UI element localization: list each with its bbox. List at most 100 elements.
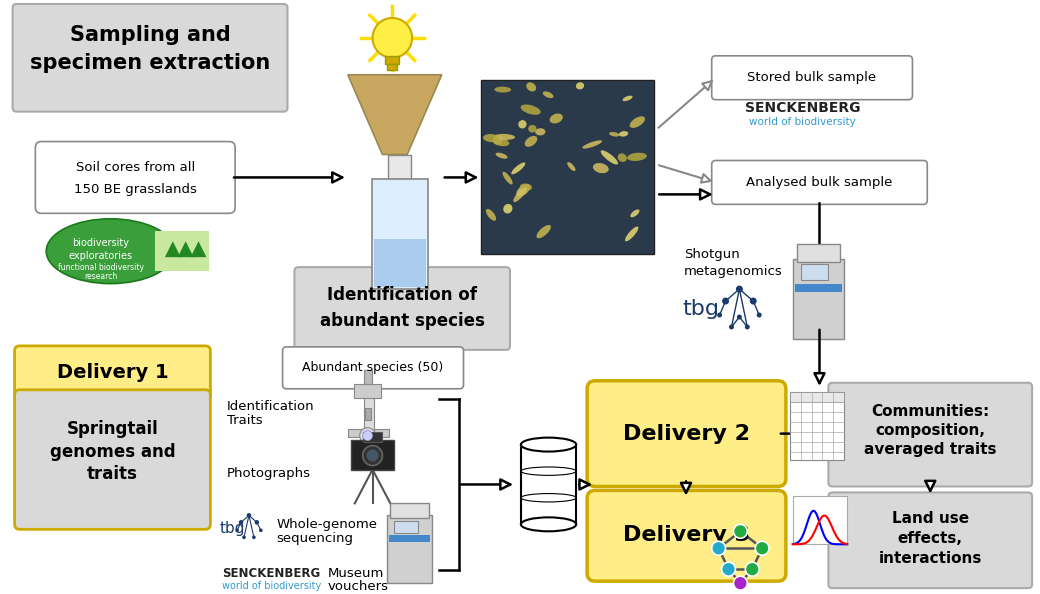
Bar (155, 231, 209, 271)
Text: traits: traits (87, 466, 138, 484)
Ellipse shape (629, 116, 645, 128)
Circle shape (363, 446, 383, 466)
Circle shape (729, 324, 734, 330)
Bar (390, 503, 428, 519)
Bar (789, 392, 844, 402)
Ellipse shape (528, 125, 537, 132)
Text: world of biodiversity: world of biodiversity (749, 116, 856, 127)
FancyBboxPatch shape (711, 160, 928, 204)
Ellipse shape (582, 140, 602, 148)
Ellipse shape (503, 204, 513, 213)
Text: functional biodiversity: functional biodiversity (57, 263, 144, 271)
Ellipse shape (576, 82, 584, 90)
Ellipse shape (567, 162, 575, 171)
Ellipse shape (518, 120, 526, 128)
Bar (373, 239, 426, 287)
Text: metagenomics: metagenomics (684, 265, 783, 277)
Circle shape (360, 428, 375, 444)
Ellipse shape (630, 210, 640, 217)
Text: biodiversity: biodiversity (72, 238, 129, 248)
Text: Delivery 3: Delivery 3 (623, 525, 750, 545)
Text: Springtail: Springtail (67, 419, 158, 438)
Bar (388, 154, 411, 179)
Ellipse shape (537, 225, 551, 238)
Bar (482, 80, 654, 254)
Ellipse shape (601, 150, 618, 165)
Circle shape (242, 535, 245, 539)
Text: interactions: interactions (879, 551, 982, 565)
Text: Museum: Museum (328, 567, 385, 580)
Ellipse shape (492, 138, 510, 146)
Circle shape (722, 298, 729, 305)
Circle shape (746, 562, 759, 576)
Text: 150 BE grasslands: 150 BE grasslands (74, 183, 197, 196)
Bar (795, 284, 842, 292)
Text: Photographs: Photographs (227, 467, 311, 480)
Ellipse shape (543, 91, 553, 98)
Circle shape (711, 541, 726, 555)
Circle shape (737, 314, 742, 320)
Ellipse shape (526, 83, 537, 91)
Text: composition,: composition, (876, 423, 985, 438)
Circle shape (722, 562, 735, 576)
Circle shape (757, 312, 761, 317)
FancyBboxPatch shape (829, 383, 1032, 486)
Text: vouchers: vouchers (328, 580, 389, 593)
Text: genomes and: genomes and (50, 443, 176, 460)
FancyBboxPatch shape (15, 390, 210, 529)
Text: sequencing: sequencing (277, 532, 354, 545)
Ellipse shape (514, 187, 526, 202)
Ellipse shape (521, 105, 541, 115)
Bar (521, 444, 576, 525)
Bar (386, 56, 399, 64)
Bar (364, 394, 373, 432)
Circle shape (750, 298, 757, 305)
Ellipse shape (525, 136, 538, 147)
Ellipse shape (496, 153, 508, 159)
Text: Whole-genome: Whole-genome (277, 518, 378, 531)
Polygon shape (178, 241, 193, 257)
Polygon shape (347, 75, 442, 154)
Circle shape (733, 525, 748, 538)
Bar (792, 259, 844, 339)
Text: Identification of: Identification of (328, 286, 477, 304)
Bar (347, 429, 389, 437)
Circle shape (745, 324, 750, 330)
Text: world of biodiversity: world of biodiversity (223, 581, 321, 591)
Ellipse shape (494, 87, 511, 93)
Ellipse shape (619, 131, 628, 137)
Circle shape (363, 431, 372, 441)
Circle shape (718, 312, 722, 317)
FancyBboxPatch shape (711, 56, 912, 100)
Circle shape (367, 450, 379, 462)
Circle shape (755, 541, 769, 555)
Text: Soil cores from all: Soil cores from all (76, 161, 194, 174)
Ellipse shape (521, 438, 576, 451)
Bar (363, 432, 383, 441)
Ellipse shape (516, 184, 530, 197)
FancyBboxPatch shape (294, 267, 510, 350)
Bar (387, 64, 397, 69)
Text: Shotgun: Shotgun (684, 248, 739, 261)
Text: Sampling and: Sampling and (70, 25, 231, 45)
Circle shape (733, 576, 748, 590)
Circle shape (255, 520, 259, 525)
FancyBboxPatch shape (283, 347, 464, 388)
Bar (365, 407, 370, 420)
Ellipse shape (483, 134, 499, 142)
Ellipse shape (494, 134, 515, 140)
FancyBboxPatch shape (588, 491, 786, 581)
Bar (364, 370, 371, 384)
Ellipse shape (593, 163, 608, 173)
Text: specimen extraction: specimen extraction (30, 53, 270, 73)
Circle shape (259, 529, 263, 532)
Ellipse shape (502, 172, 513, 185)
Circle shape (252, 535, 256, 539)
Ellipse shape (536, 128, 545, 135)
Ellipse shape (549, 113, 563, 124)
Circle shape (235, 529, 239, 532)
Ellipse shape (609, 132, 620, 137)
Ellipse shape (625, 226, 639, 241)
Ellipse shape (618, 153, 627, 162)
Bar (387, 516, 432, 583)
